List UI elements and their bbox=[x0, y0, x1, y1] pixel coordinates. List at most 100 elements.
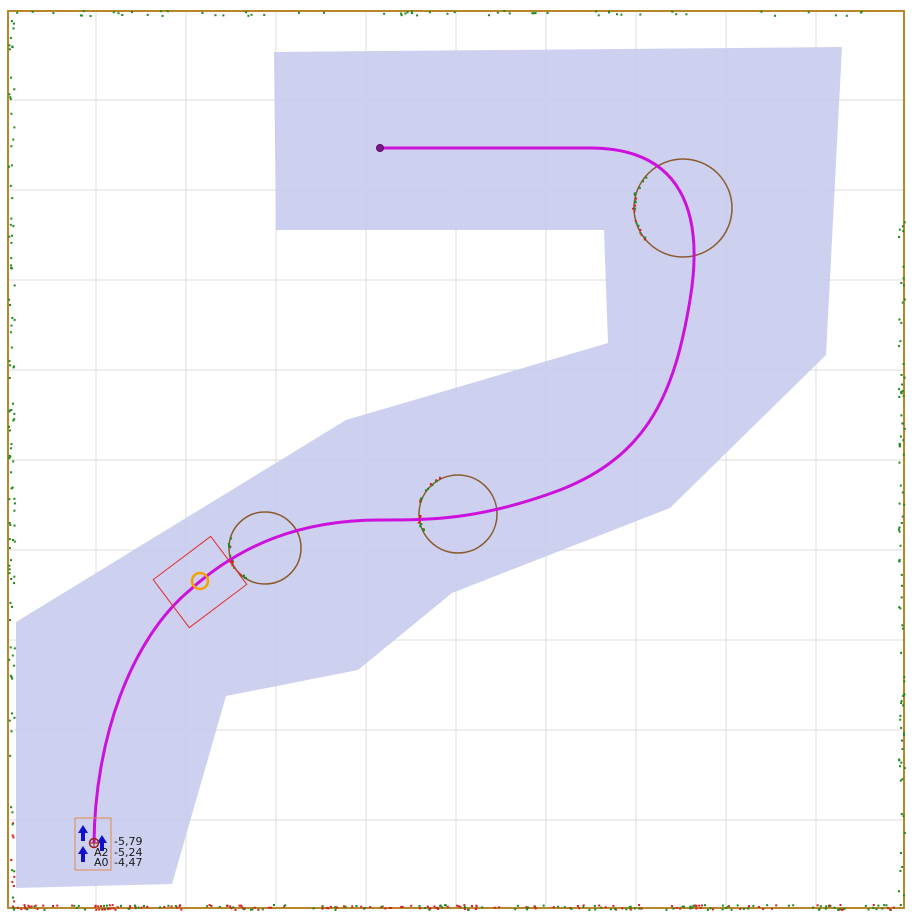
scan-point bbox=[369, 906, 372, 909]
scan-point bbox=[902, 695, 905, 697]
scan-point bbox=[12, 822, 15, 825]
scan-point bbox=[762, 908, 765, 910]
scan-point bbox=[902, 277, 905, 280]
scan-point bbox=[24, 907, 27, 910]
scan-point bbox=[321, 907, 324, 910]
scan-point bbox=[902, 395, 905, 397]
scan-point bbox=[270, 906, 273, 909]
planned-path bbox=[92, 146, 696, 844]
scan-point bbox=[903, 503, 906, 506]
scan-point bbox=[475, 904, 478, 907]
scan-point bbox=[108, 904, 111, 907]
scan-point bbox=[344, 905, 347, 908]
scan-point bbox=[243, 908, 246, 911]
scan-point bbox=[11, 834, 14, 837]
scan-point bbox=[634, 219, 637, 222]
scan-point bbox=[12, 539, 14, 541]
scan-point bbox=[901, 225, 904, 228]
scan-point bbox=[899, 904, 902, 906]
scan-point bbox=[80, 14, 83, 17]
scan-point bbox=[10, 20, 13, 23]
scan-point bbox=[228, 545, 231, 547]
scan-point bbox=[159, 906, 161, 909]
arrow-up-icon bbox=[97, 835, 107, 851]
scan-point bbox=[901, 584, 903, 587]
scan-point bbox=[170, 905, 173, 908]
scan-point bbox=[839, 908, 842, 911]
scan-point bbox=[180, 908, 183, 911]
scan-point bbox=[726, 905, 729, 908]
scan-point bbox=[637, 224, 640, 227]
scan-point bbox=[114, 908, 117, 911]
scan-point bbox=[30, 905, 33, 908]
scan-point bbox=[721, 904, 724, 907]
scan-point bbox=[11, 811, 14, 814]
scan-point bbox=[889, 908, 891, 911]
scan-point bbox=[595, 10, 598, 13]
scan-point bbox=[13, 88, 16, 91]
scan-point bbox=[178, 905, 181, 908]
scan-point bbox=[424, 489, 427, 492]
scan-point bbox=[9, 674, 12, 677]
scan-point bbox=[10, 76, 13, 79]
scan-point bbox=[900, 813, 903, 815]
scan-point bbox=[13, 284, 16, 287]
scan-point bbox=[426, 487, 429, 490]
scan-point bbox=[629, 905, 632, 908]
scan-point bbox=[672, 907, 675, 910]
scan-point bbox=[616, 13, 618, 16]
scan-point bbox=[13, 502, 16, 505]
scan-point bbox=[229, 905, 232, 908]
scan-point bbox=[134, 904, 136, 907]
scan-point bbox=[639, 232, 642, 235]
scan-point bbox=[428, 11, 431, 14]
goal-marker[interactable] bbox=[376, 144, 384, 152]
scan-point bbox=[900, 726, 903, 729]
scan-point bbox=[633, 210, 636, 213]
robot-position-marker[interactable] bbox=[190, 571, 210, 591]
scan-point bbox=[885, 904, 888, 907]
scan-point bbox=[683, 905, 685, 908]
scan-point bbox=[899, 484, 902, 487]
robot-footprint[interactable] bbox=[152, 535, 248, 629]
scan-point bbox=[12, 905, 15, 908]
scan-point bbox=[639, 13, 642, 16]
scan-point bbox=[899, 852, 902, 854]
scan-point bbox=[902, 704, 905, 707]
scan-point bbox=[588, 908, 591, 911]
scan-point bbox=[620, 13, 623, 16]
scan-point bbox=[689, 905, 692, 908]
start-pose-widget[interactable] bbox=[74, 817, 112, 871]
scan-point bbox=[97, 905, 100, 908]
scan-point bbox=[898, 526, 901, 529]
scan-point bbox=[327, 907, 330, 910]
scan-point bbox=[20, 908, 23, 911]
scan-point bbox=[336, 906, 338, 909]
scan-point bbox=[526, 908, 529, 911]
scan-point bbox=[899, 765, 901, 768]
scan-point bbox=[860, 11, 863, 14]
scan-point bbox=[903, 680, 906, 683]
scan-point bbox=[901, 301, 904, 304]
scan-point bbox=[774, 14, 776, 17]
scan-point bbox=[456, 904, 459, 907]
scan-point bbox=[903, 298, 906, 301]
scan-point bbox=[843, 907, 846, 910]
scan-point bbox=[240, 575, 243, 578]
scan-point bbox=[593, 904, 596, 907]
scan-point bbox=[9, 754, 12, 757]
scan-point bbox=[13, 22, 15, 25]
scan-point bbox=[380, 906, 383, 909]
scan-point bbox=[582, 904, 585, 907]
scan-point bbox=[98, 908, 101, 911]
robot-label-value: -5,79 bbox=[114, 835, 142, 848]
robot-label-prefix: A2 bbox=[94, 846, 109, 859]
scan-point bbox=[681, 905, 684, 908]
scan-point bbox=[218, 905, 221, 908]
scan-point bbox=[898, 318, 901, 321]
scan-point bbox=[597, 14, 600, 17]
scan-point bbox=[16, 906, 19, 909]
scan-point bbox=[243, 574, 245, 577]
